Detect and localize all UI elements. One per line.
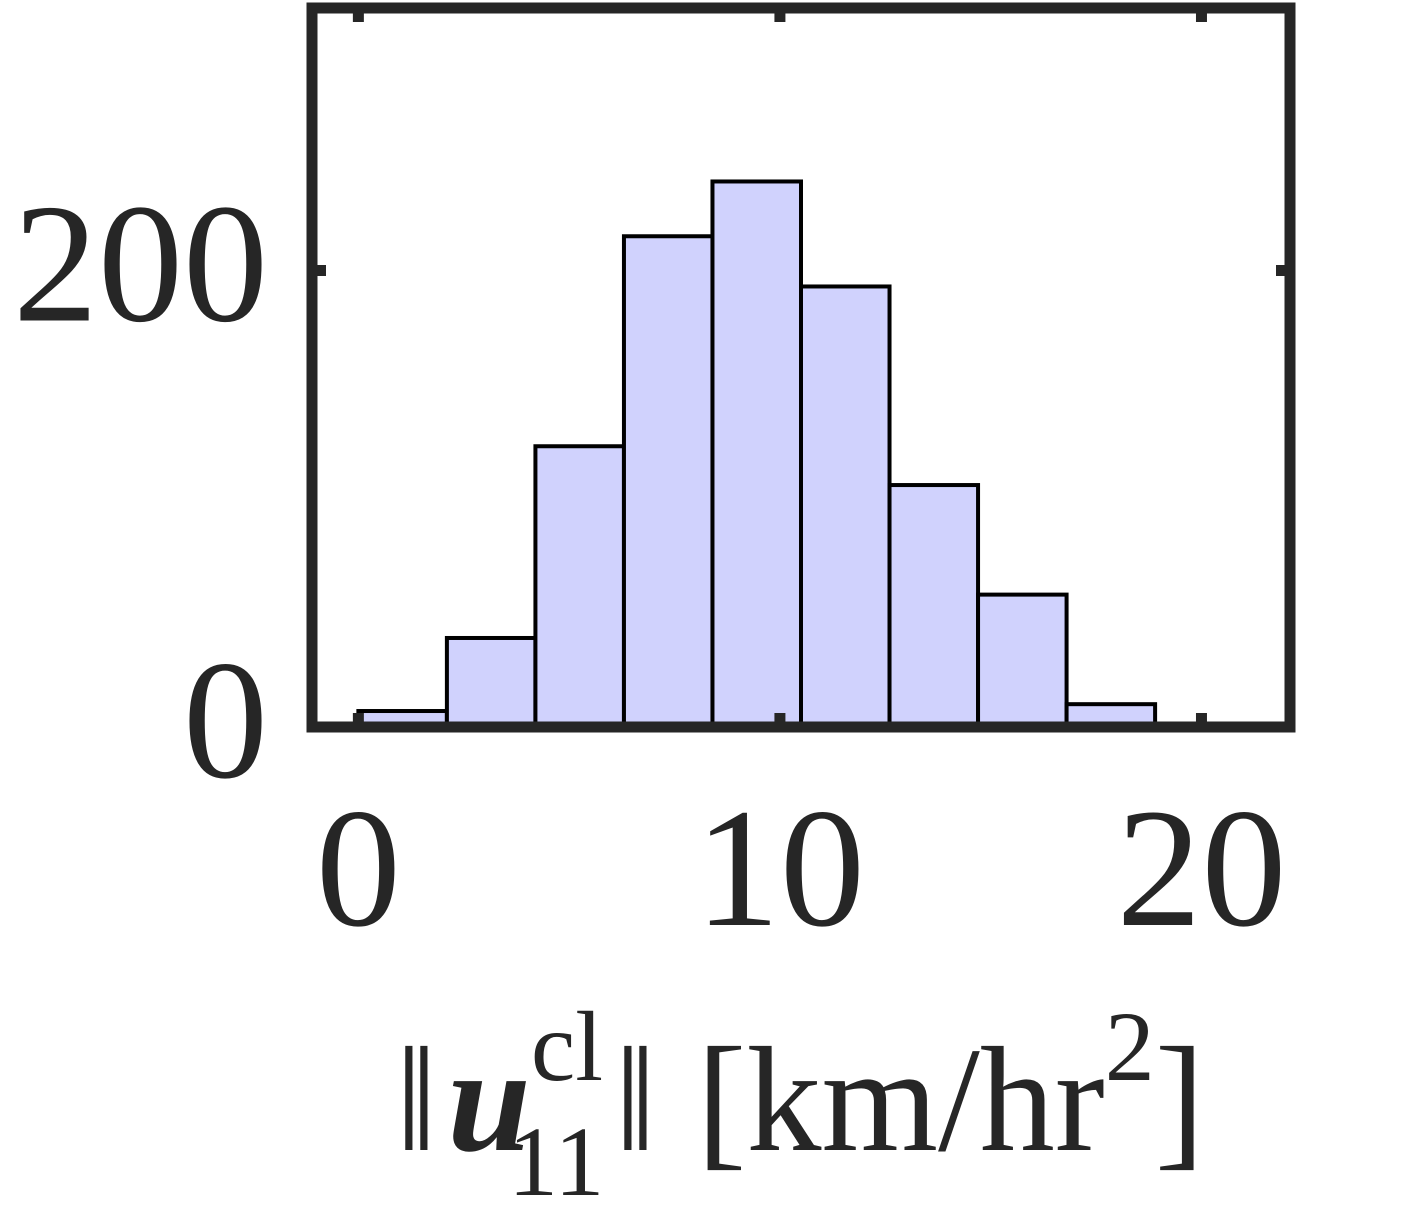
histogram-bar — [710, 179, 803, 729]
histogram-bar — [799, 284, 892, 729]
label-superscript: cl — [531, 991, 603, 1102]
x-tick-label: 20 — [1116, 774, 1286, 962]
label-symbol: u — [447, 1017, 530, 1183]
label-unit: [km/hr — [696, 1017, 1104, 1183]
x-tick-label: 10 — [695, 774, 865, 962]
histogram-bar — [444, 635, 538, 730]
histogram-bar — [621, 234, 715, 729]
x-axis-label: ‖ucl 11‖ [km/hr2] — [395, 991, 1204, 1217]
label-norm: ‖ — [395, 1017, 437, 1183]
x-tick-label: 0 — [316, 774, 401, 962]
plot-frame — [306, 2, 1296, 733]
label-unit-exponent: 2 — [1105, 991, 1155, 1102]
y-tick-label: 200 — [13, 169, 268, 357]
histogram-bar — [533, 444, 626, 729]
label-unit-close: ] — [1155, 1017, 1205, 1183]
label-norm: ‖ — [614, 1017, 656, 1183]
y-tick-label: 0 — [183, 626, 268, 814]
label-subscript: 11 — [508, 1106, 604, 1217]
histogram-bar — [976, 592, 1069, 729]
histogram-bar — [887, 483, 981, 729]
